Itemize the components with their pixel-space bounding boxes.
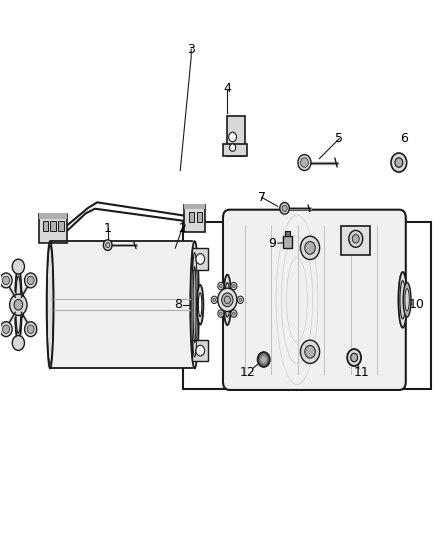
Circle shape bbox=[219, 312, 222, 315]
Circle shape bbox=[395, 158, 403, 167]
Circle shape bbox=[229, 132, 237, 142]
Circle shape bbox=[211, 296, 217, 303]
Text: 8: 8 bbox=[174, 298, 182, 311]
Text: 9: 9 bbox=[269, 237, 276, 249]
Circle shape bbox=[25, 273, 37, 288]
Circle shape bbox=[218, 310, 224, 317]
Ellipse shape bbox=[15, 268, 22, 342]
Circle shape bbox=[219, 285, 222, 288]
Circle shape bbox=[10, 294, 27, 316]
Bar bbox=[340, 225, 370, 255]
Circle shape bbox=[233, 285, 235, 288]
Circle shape bbox=[237, 296, 244, 303]
Circle shape bbox=[282, 205, 287, 212]
Bar bbox=[285, 231, 290, 237]
Circle shape bbox=[196, 254, 205, 264]
Ellipse shape bbox=[403, 282, 411, 317]
Circle shape bbox=[261, 356, 267, 363]
Text: 1: 1 bbox=[104, 222, 112, 235]
Circle shape bbox=[14, 300, 23, 310]
Circle shape bbox=[218, 282, 224, 290]
Ellipse shape bbox=[193, 266, 196, 343]
FancyBboxPatch shape bbox=[223, 209, 406, 390]
Ellipse shape bbox=[20, 292, 24, 318]
Text: 2: 2 bbox=[178, 222, 186, 235]
Ellipse shape bbox=[46, 241, 53, 368]
Text: 7: 7 bbox=[258, 191, 266, 204]
Ellipse shape bbox=[400, 281, 406, 319]
Circle shape bbox=[222, 293, 233, 306]
Text: 3: 3 bbox=[187, 43, 195, 55]
Bar bbox=[192, 248, 208, 270]
Bar bbox=[42, 221, 48, 231]
Text: 6: 6 bbox=[400, 132, 408, 145]
Circle shape bbox=[196, 345, 205, 356]
Bar bbox=[184, 205, 205, 231]
Circle shape bbox=[103, 240, 112, 251]
Circle shape bbox=[391, 153, 407, 172]
Bar bbox=[192, 340, 208, 361]
Ellipse shape bbox=[405, 289, 409, 311]
Bar bbox=[58, 221, 64, 231]
Ellipse shape bbox=[197, 285, 203, 325]
Circle shape bbox=[230, 144, 236, 151]
Text: 12: 12 bbox=[240, 366, 256, 379]
Circle shape bbox=[305, 345, 315, 358]
Text: 4: 4 bbox=[223, 83, 231, 95]
Circle shape bbox=[213, 298, 215, 302]
Circle shape bbox=[12, 336, 25, 350]
Circle shape bbox=[258, 352, 270, 367]
Circle shape bbox=[352, 235, 359, 243]
Circle shape bbox=[3, 325, 10, 334]
Text: 10: 10 bbox=[409, 298, 425, 311]
Bar bbox=[223, 144, 247, 156]
Circle shape bbox=[27, 325, 34, 334]
Circle shape bbox=[106, 243, 110, 248]
Circle shape bbox=[280, 203, 290, 214]
Circle shape bbox=[0, 322, 12, 337]
Bar bbox=[50, 221, 56, 231]
Circle shape bbox=[298, 155, 311, 171]
Circle shape bbox=[300, 158, 308, 167]
Ellipse shape bbox=[190, 241, 199, 368]
Circle shape bbox=[300, 236, 320, 260]
Bar bbox=[46, 241, 194, 368]
Circle shape bbox=[12, 259, 25, 274]
Bar bbox=[190, 212, 194, 222]
Circle shape bbox=[300, 340, 320, 364]
Circle shape bbox=[0, 273, 12, 288]
Bar bbox=[39, 213, 67, 219]
Circle shape bbox=[233, 312, 235, 315]
Bar bbox=[184, 205, 205, 209]
Circle shape bbox=[25, 322, 37, 337]
Text: 5: 5 bbox=[335, 132, 343, 145]
Ellipse shape bbox=[399, 272, 407, 328]
Text: 11: 11 bbox=[353, 366, 369, 379]
Circle shape bbox=[347, 349, 361, 366]
Circle shape bbox=[231, 282, 237, 290]
Circle shape bbox=[239, 298, 242, 302]
Bar bbox=[283, 237, 292, 248]
Bar bbox=[198, 212, 201, 222]
Circle shape bbox=[349, 230, 363, 247]
Circle shape bbox=[305, 241, 315, 254]
Circle shape bbox=[351, 353, 357, 362]
Circle shape bbox=[231, 310, 237, 317]
Ellipse shape bbox=[223, 274, 231, 325]
Ellipse shape bbox=[225, 282, 230, 317]
Bar bbox=[39, 214, 67, 243]
Bar bbox=[183, 222, 431, 389]
Circle shape bbox=[27, 276, 34, 285]
Ellipse shape bbox=[198, 293, 202, 317]
Circle shape bbox=[218, 288, 237, 311]
Circle shape bbox=[3, 276, 10, 285]
Bar bbox=[227, 116, 245, 156]
